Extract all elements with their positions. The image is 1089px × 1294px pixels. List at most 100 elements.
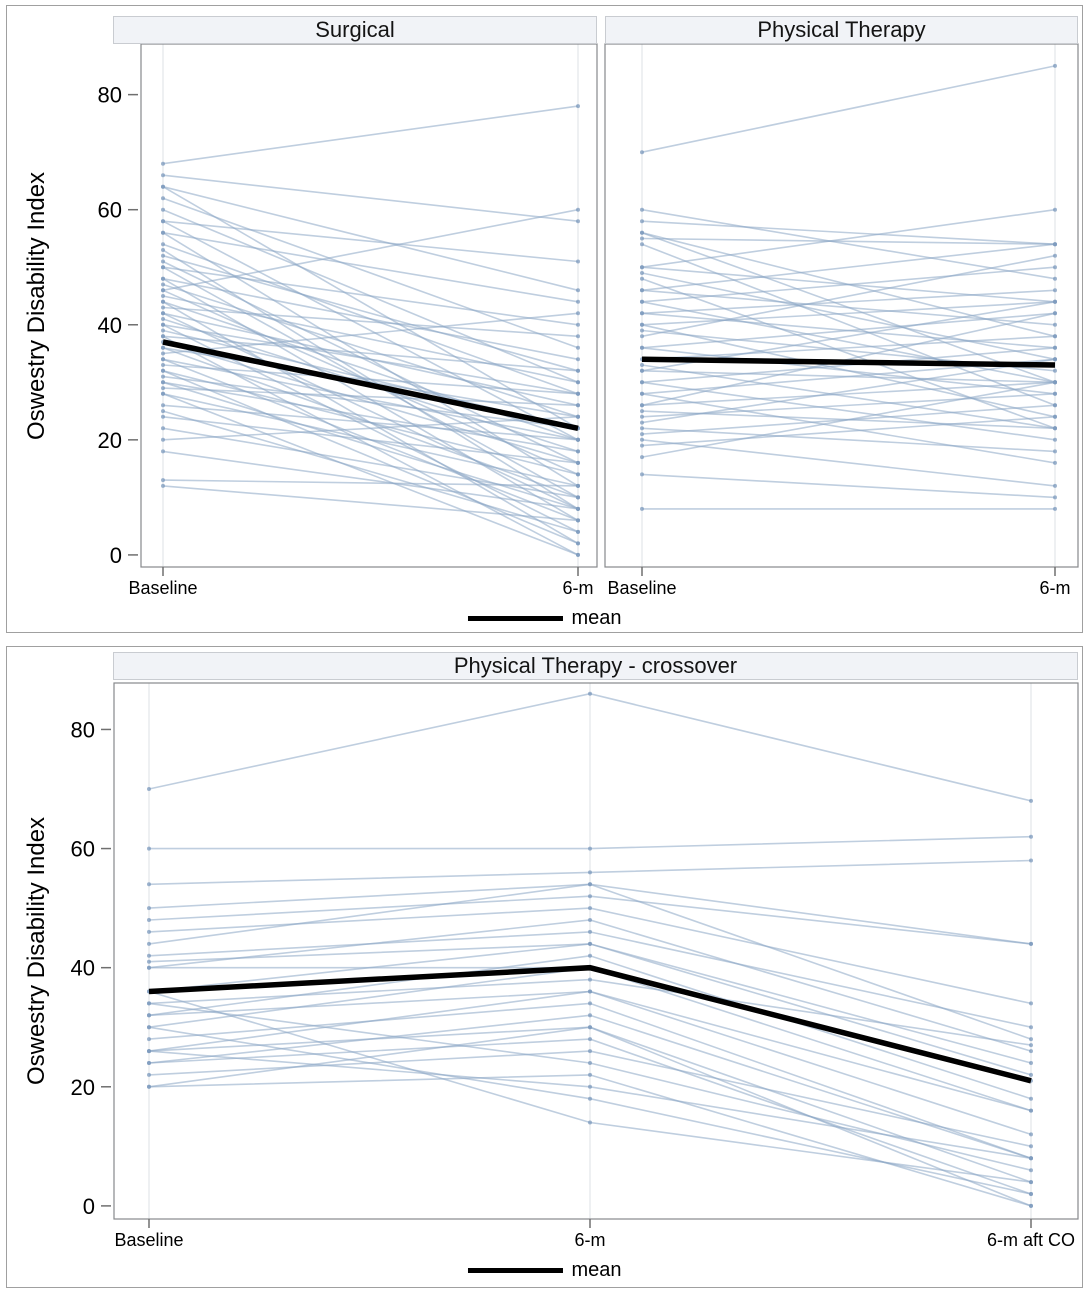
patient-line — [162, 277, 579, 361]
endpoint-dot — [576, 357, 580, 362]
endpoint-dot — [147, 787, 151, 791]
endpoint-dot — [161, 294, 165, 298]
x-tick-label: Baseline — [128, 578, 197, 598]
endpoint-dot — [1053, 322, 1057, 327]
y-tick-label: 0 — [110, 543, 122, 568]
endpoint-dot — [1053, 311, 1057, 316]
patient-line — [641, 381, 1056, 407]
figure-crossover: 0 20 40 60 80 Baseline 6-m 6-m aft CO Physical … — [6, 646, 1083, 1288]
patient-line — [641, 358, 1056, 424]
endpoint-dot — [1053, 426, 1057, 431]
endpoint-dot — [1053, 380, 1057, 385]
endpoint-dot — [161, 426, 165, 431]
patient-line — [162, 387, 579, 407]
endpoint-dot — [1053, 449, 1057, 454]
endpoint-dot — [588, 1084, 592, 1089]
endpoint-dot — [1029, 1025, 1033, 1030]
endpoint-dot — [161, 248, 165, 252]
endpoint-dot — [588, 1072, 592, 1077]
patient-line — [162, 295, 579, 384]
plot-area — [114, 683, 1078, 1219]
endpoint-dot — [147, 965, 151, 970]
patient-line — [162, 306, 579, 338]
endpoint-dot — [1029, 1096, 1033, 1101]
patient-line — [641, 312, 1056, 349]
patient-line — [641, 65, 1056, 153]
mean-line — [148, 964, 1032, 1084]
patient-line — [162, 381, 579, 510]
patient-line — [162, 375, 579, 430]
endpoint-dot — [576, 311, 580, 316]
patient-line — [641, 427, 1056, 453]
x-tick-label: 6-m — [1040, 578, 1071, 598]
endpoint-dot — [576, 334, 580, 339]
endpoint-dot — [576, 322, 580, 327]
patient-line — [641, 301, 1056, 384]
endpoint-dot — [576, 541, 580, 546]
endpoint-dot — [147, 1072, 151, 1077]
patient-line — [641, 243, 1056, 292]
mean-line — [162, 339, 579, 431]
endpoint-dot — [640, 443, 644, 448]
endpoint-dot — [1053, 288, 1057, 293]
endpoint-dot — [588, 882, 592, 887]
endpoint-dot — [588, 1120, 592, 1125]
endpoint-dot — [640, 322, 644, 327]
endpoint-dot — [588, 1096, 592, 1101]
endpoint-dot — [161, 449, 165, 454]
endpoint-dot — [576, 449, 580, 454]
endpoint-dot — [1029, 1043, 1033, 1048]
patient-line — [641, 439, 1056, 487]
patient-line — [162, 312, 579, 355]
endpoint-dot — [1053, 63, 1057, 68]
crossover-figure-plot: 0 20 40 60 80 Baseline 6-m 6-m aft CO — [71, 682, 1079, 1250]
patient-line — [162, 105, 579, 165]
endpoint-dot — [1053, 242, 1057, 247]
plot-border — [113, 682, 1079, 1220]
patient-line — [641, 277, 1056, 430]
plot-border — [140, 43, 598, 568]
patient-line — [641, 208, 1056, 268]
endpoint-dot — [588, 1061, 592, 1065]
endpoint-dot — [640, 236, 644, 241]
endpoint-dot — [1053, 345, 1057, 350]
endpoint-dot — [147, 959, 151, 964]
patient-line — [162, 197, 579, 349]
endpoint-dot — [161, 253, 165, 258]
endpoint-dot — [1029, 1061, 1033, 1065]
patient-line — [641, 381, 1056, 458]
endpoint-dot — [588, 941, 592, 946]
mean-line-swatch — [467, 616, 563, 621]
endpoint-dot — [588, 870, 592, 875]
endpoint-dot — [640, 403, 644, 408]
endpoint-dot — [1029, 1156, 1033, 1161]
endpoint-dot — [1029, 1168, 1033, 1173]
endpoint-dot — [147, 929, 151, 934]
endpoint-dot — [640, 334, 644, 339]
endpoint-dot — [588, 989, 592, 994]
legend-label: mean — [571, 607, 622, 629]
endpoint-dot — [640, 219, 644, 224]
endpoint-dot — [147, 1049, 151, 1054]
patient-line — [162, 185, 579, 292]
endpoint-dot — [588, 906, 592, 911]
endpoint-dot — [1029, 1049, 1033, 1054]
endpoint-dot — [1029, 1192, 1033, 1196]
endpoint-dot — [576, 380, 580, 385]
endpoint-dot — [576, 391, 580, 396]
patient-line — [162, 416, 579, 441]
endpoint-dot — [640, 242, 644, 247]
y-tick-label: 20 — [98, 428, 122, 453]
endpoint-dot — [588, 894, 592, 899]
y-tick-label: 40 — [71, 956, 95, 981]
endpoint-dot — [1053, 368, 1057, 373]
patient-line — [641, 393, 1056, 418]
endpoint-dot — [576, 299, 580, 304]
plot-border — [604, 43, 1079, 568]
endpoint-dot — [640, 432, 644, 437]
endpoint-dot — [576, 460, 580, 465]
endpoint-dot — [588, 1013, 592, 1018]
endpoint-dot — [147, 1061, 151, 1065]
patient-line — [162, 324, 579, 395]
patient-line — [641, 364, 1056, 430]
